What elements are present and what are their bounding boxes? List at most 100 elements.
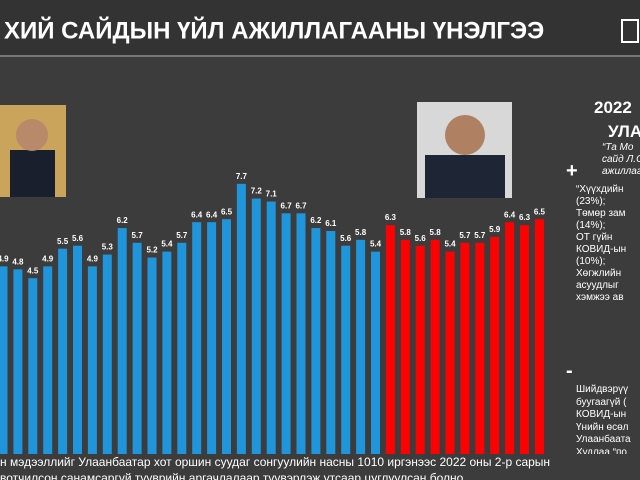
pro-item: (10%);	[576, 256, 606, 267]
value-label: 5.6	[72, 234, 84, 243]
value-label: 4.9	[0, 254, 9, 263]
title: ХИЙ САЙДЫН ҮЙЛ АЖИЛЛАГААНЫ ҮНЭЛГЭЭ	[4, 16, 544, 44]
bar	[58, 248, 68, 455]
bar	[102, 254, 112, 455]
photo-left-face	[16, 119, 48, 151]
bar	[73, 245, 82, 455]
value-label: 5.8	[430, 228, 442, 237]
value-label: 5.7	[132, 231, 144, 240]
bar	[445, 251, 455, 455]
pros: “Хүүхдийн (23%); Төмөр зам (14%); ОТ гүйн КОВ…	[566, 184, 626, 304]
value-label: 5.6	[340, 234, 352, 243]
footer-line: вотчилсон санамсаргүй түүврийн аргачлала…	[0, 471, 467, 480]
footer: н мэдээллийг Улаанбаатар хот оршин сууда…	[0, 454, 640, 480]
value-label: 5.7	[459, 231, 471, 240]
con-item: Үнийн өсөл	[576, 421, 629, 433]
value-label: 5.4	[444, 240, 456, 249]
bar	[207, 222, 217, 455]
value-label: 5.5	[57, 237, 69, 246]
plus: +	[566, 160, 578, 182]
con-item: КОВИД-ын	[576, 409, 627, 420]
value-label: 6.2	[117, 216, 129, 225]
bar	[87, 266, 97, 455]
bar	[43, 266, 53, 455]
value-label: 6.2	[310, 216, 322, 225]
footer-line: н мэдээллийг Улаанбаатар хот оршин сууда…	[0, 455, 551, 469]
value-label: 5.9	[489, 225, 501, 234]
minus: -	[566, 360, 573, 382]
value-label: 6.3	[519, 213, 531, 222]
bar	[251, 198, 261, 455]
con-item: буугаагүй (	[576, 396, 627, 408]
value-label: 5.7	[474, 231, 486, 240]
value-label: 5.6	[415, 234, 427, 243]
value-label: 4.9	[87, 254, 99, 263]
bar	[222, 219, 231, 455]
value-label: 5.7	[176, 231, 188, 240]
photo-right-suit	[425, 155, 505, 198]
value-label: 6.4	[504, 210, 516, 219]
bar	[385, 225, 395, 455]
bar	[177, 242, 187, 455]
value-label: 5.8	[400, 228, 412, 237]
bar	[13, 269, 23, 455]
bar	[28, 278, 38, 455]
bar	[490, 236, 500, 455]
bar	[192, 222, 202, 455]
title-bar	[0, 0, 640, 56]
value-label: 4.8	[12, 257, 24, 266]
value-label: 6.7	[281, 201, 293, 210]
pro-item: Хөгжлийн	[576, 268, 622, 279]
value-label: 6.3	[385, 213, 397, 222]
value-label: 6.7	[295, 201, 307, 210]
bar	[326, 231, 336, 455]
bar	[162, 251, 172, 455]
bar	[236, 183, 246, 455]
bar	[266, 201, 276, 455]
bar	[0, 266, 8, 455]
pro-item: хэмжээ ав	[576, 292, 624, 303]
value-label: 7.7	[236, 172, 248, 181]
bar	[430, 239, 440, 455]
value-label: 4.5	[27, 266, 39, 275]
value-label: 5.3	[102, 243, 114, 252]
cons: Шийдвэрүү буугаагүй (КОВИД-ын Үнийн өсөл Ул…	[566, 384, 631, 459]
bar	[356, 239, 366, 455]
value-label: 5.4	[370, 240, 382, 249]
bar	[520, 225, 529, 455]
con-item: Шийдвэрүү	[576, 384, 629, 395]
panel-year: 2022	[594, 98, 632, 117]
value-label: 5.8	[355, 228, 367, 237]
panel-heading: УЛА	[608, 122, 640, 141]
value-label: 5.4	[161, 240, 173, 249]
value-label: 6.5	[534, 207, 546, 216]
con-item: Худлаа “по	[576, 446, 627, 458]
value-label: 6.4	[206, 210, 218, 219]
pro-item: Төмөр зам	[576, 208, 626, 219]
value-label: 7.1	[266, 190, 278, 199]
value-label: 6.1	[325, 219, 337, 228]
value-label: 4.9	[42, 254, 54, 263]
bar	[371, 251, 380, 455]
logo	[621, 19, 639, 43]
quote-line: ажиллага	[602, 166, 640, 177]
pro-item: (14%);	[576, 220, 606, 231]
bar	[117, 228, 127, 455]
bar	[132, 242, 142, 455]
bar	[534, 219, 544, 455]
pro-item: “Хүүхдийн	[576, 184, 624, 195]
bar	[311, 228, 321, 455]
bar	[281, 213, 291, 455]
bar	[400, 239, 410, 455]
bar	[505, 222, 515, 455]
pro-item: КОВИД-ын	[576, 244, 627, 255]
pro-item: асуудлыг	[576, 280, 619, 291]
bar	[296, 213, 306, 455]
quote-line: “Та Mo	[602, 142, 634, 153]
quote-line: сайд Л.О	[602, 154, 640, 165]
bar	[415, 245, 425, 455]
pro-item: ОТ гүйн	[576, 232, 613, 243]
